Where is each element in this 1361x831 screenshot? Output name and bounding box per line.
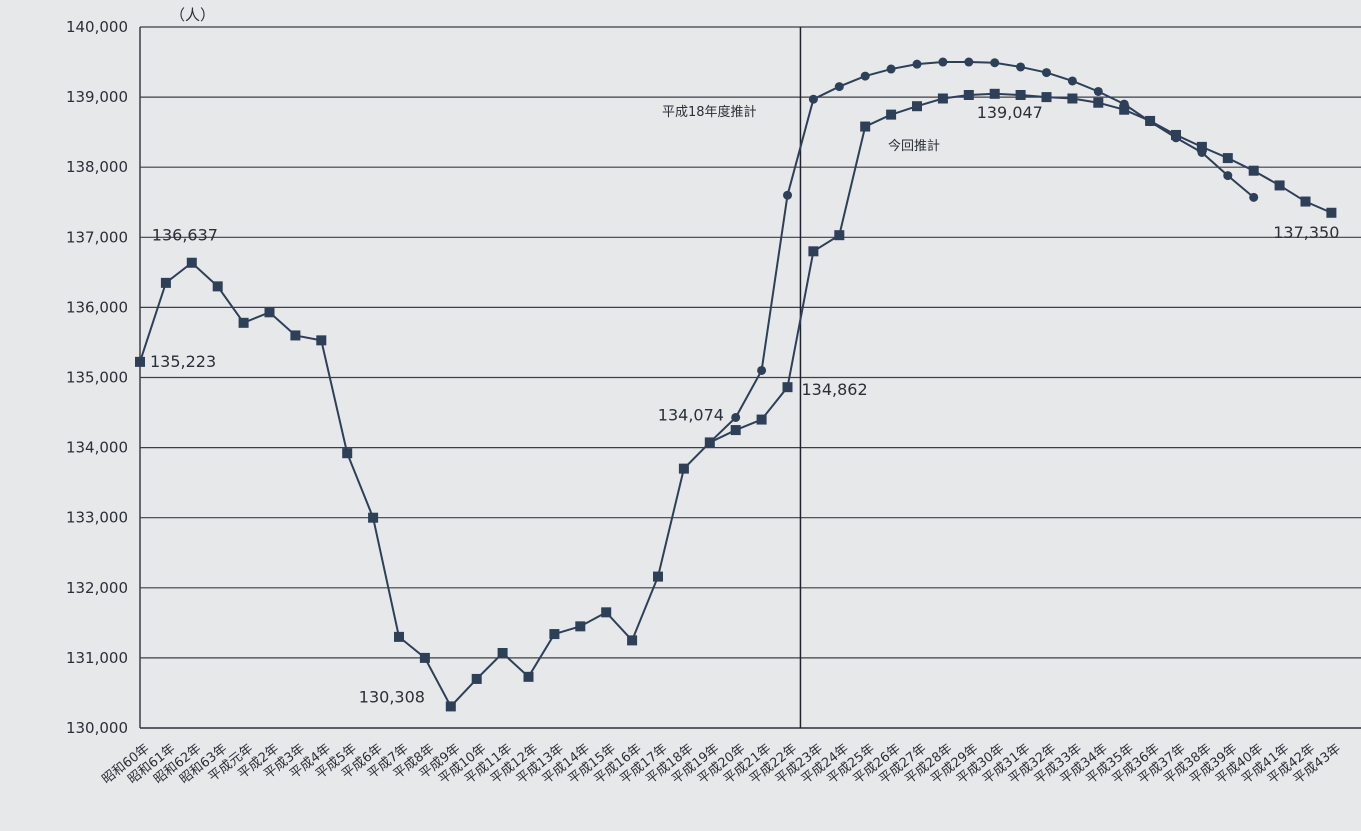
data-point [1093,86,1103,96]
data-label: 137,350 [1273,223,1339,242]
data-point [238,317,249,328]
data-point [808,246,819,257]
data-point [471,673,482,684]
data-point [212,281,223,292]
data-point [1016,62,1026,72]
data-point [1042,68,1051,78]
data-point [523,671,534,682]
y-tick-label: 130,000 [66,719,128,737]
data-point [834,82,844,92]
data-point [419,652,430,663]
data-point [1300,196,1311,207]
data-point [963,89,974,100]
series-label: 今回推計 [888,138,940,154]
data-point [549,629,560,640]
data-point [1222,153,1233,164]
data-point [1041,92,1052,103]
y-tick-label: 140,000 [66,18,128,36]
y-tick-label: 132,000 [66,579,128,597]
series-label: 平成18年度推計 [662,104,757,120]
data-point [964,57,974,67]
data-point [937,93,948,104]
data-point [989,88,1000,99]
data-point [912,101,922,112]
data-label: 135,223 [150,352,216,371]
data-point [938,57,948,67]
data-label: 134,074 [658,405,724,424]
data-point [730,425,741,436]
data-point [756,414,767,425]
data-point [160,277,171,288]
data-point [705,437,715,447]
series-line-2 [709,61,1255,444]
data-point [1223,171,1233,181]
y-tick-label: 134,000 [66,439,128,457]
data-point [575,621,586,632]
data-point [445,701,456,712]
data-point [990,58,1000,68]
data-point [808,94,818,104]
data-label: 139,047 [977,103,1043,122]
data-point [1119,99,1129,109]
data-point [368,512,379,523]
data-point [1145,117,1155,127]
data-point [627,635,638,646]
data-point [1249,192,1259,202]
data-point [1248,165,1259,176]
data-point [1067,93,1078,104]
data-label: 136,637 [152,226,218,245]
data-point [394,631,404,642]
data-point [886,109,897,120]
data-point [316,335,327,346]
y-tick-label: 137,000 [66,228,128,246]
data-point [782,382,793,393]
data-point [1015,89,1026,100]
data-point [757,365,767,375]
data-point [135,356,145,367]
y-tick-label: 131,000 [66,649,128,667]
data-point [1196,141,1207,152]
data-point [1067,76,1077,86]
data-point [601,607,612,618]
data-point [834,230,845,241]
y-tick-label: 139,000 [66,88,128,106]
data-point [186,257,197,268]
data-point [783,190,792,200]
data-point [290,330,301,341]
y-tick-label: 135,000 [66,369,128,387]
data-point [1119,104,1130,115]
data-point [912,59,922,69]
data-label: 130,308 [359,687,425,706]
data-point [860,121,871,132]
y-tick-label: 138,000 [66,158,128,176]
unit-label: （人） [170,6,215,24]
data-point [1171,133,1181,143]
data-point [1093,97,1104,108]
data-point [1197,147,1207,157]
data-point [342,448,353,459]
data-point [497,647,508,658]
y-tick-label: 136,000 [66,298,128,316]
data-label: 134,862 [802,380,868,399]
data-point [653,571,663,582]
data-point [678,463,689,474]
series-line-1 [139,92,1332,709]
data-point [886,64,896,74]
data-point [731,412,741,422]
y-tick-label: 133,000 [66,509,128,527]
data-point [1274,180,1285,191]
data-point [264,307,275,318]
data-point [860,71,870,81]
data-point [1326,207,1337,218]
